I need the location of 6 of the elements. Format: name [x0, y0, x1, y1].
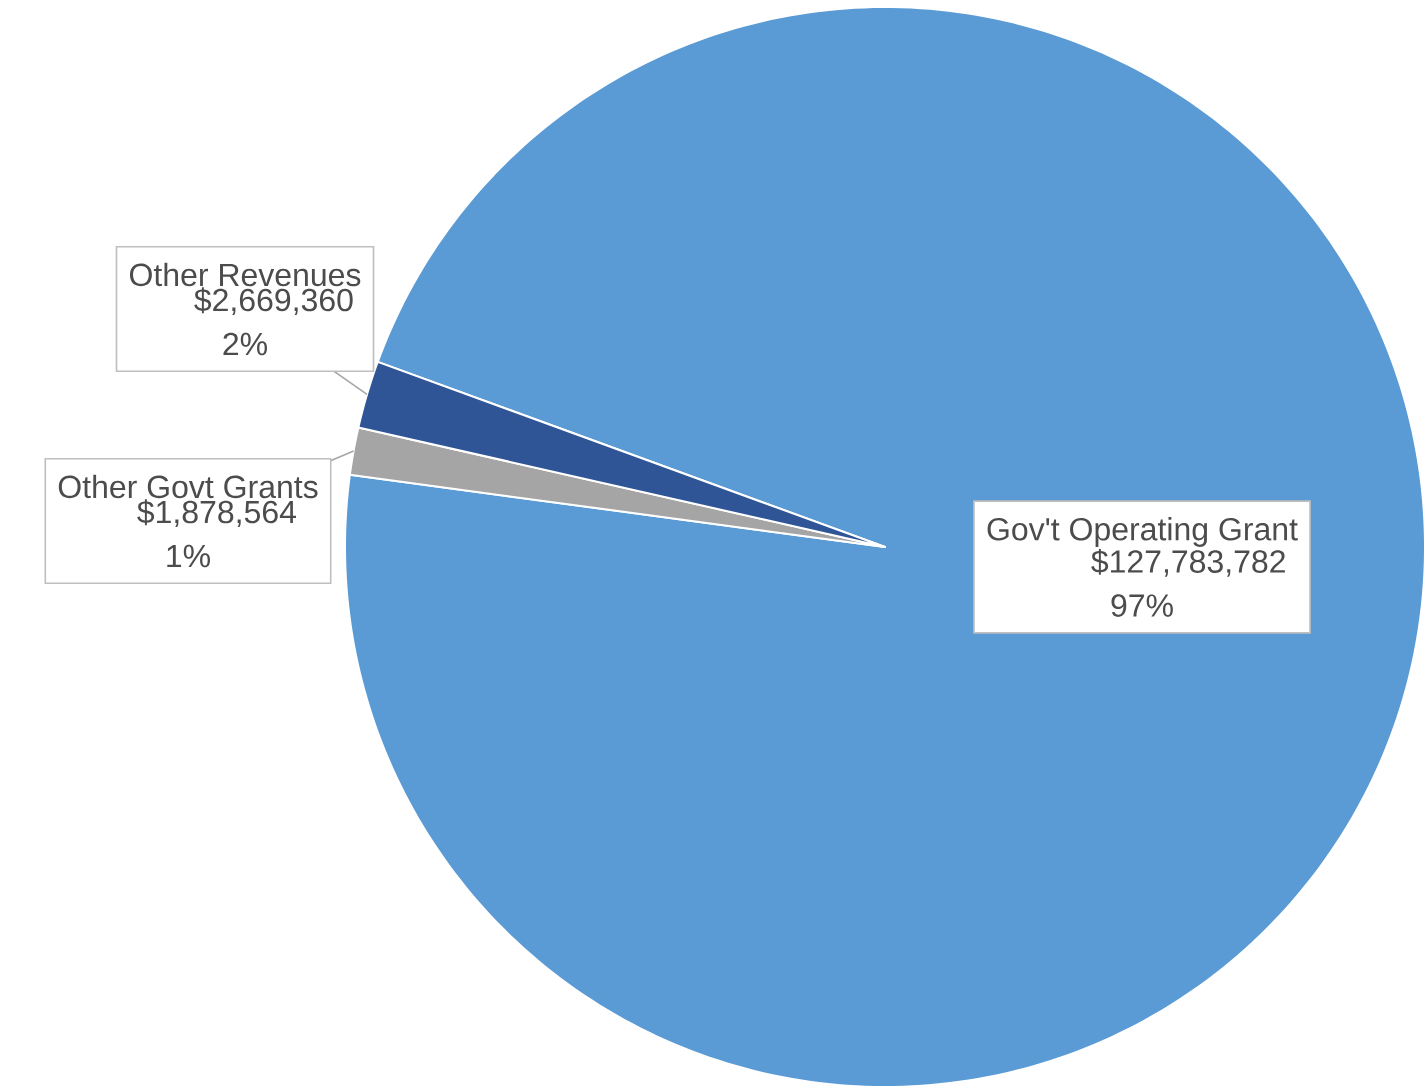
data-label: $2,669,360 2% — [194, 287, 353, 356]
slice-label: Gov't Operating Grant — [987, 517, 1298, 547]
slice-label: Other Govt Grants — [58, 474, 318, 499]
slice-label: Other Revenues — [130, 262, 361, 287]
data-label: $1,878,564 1% — [137, 499, 296, 568]
data-label: $127,783,782 97% — [1091, 548, 1285, 617]
